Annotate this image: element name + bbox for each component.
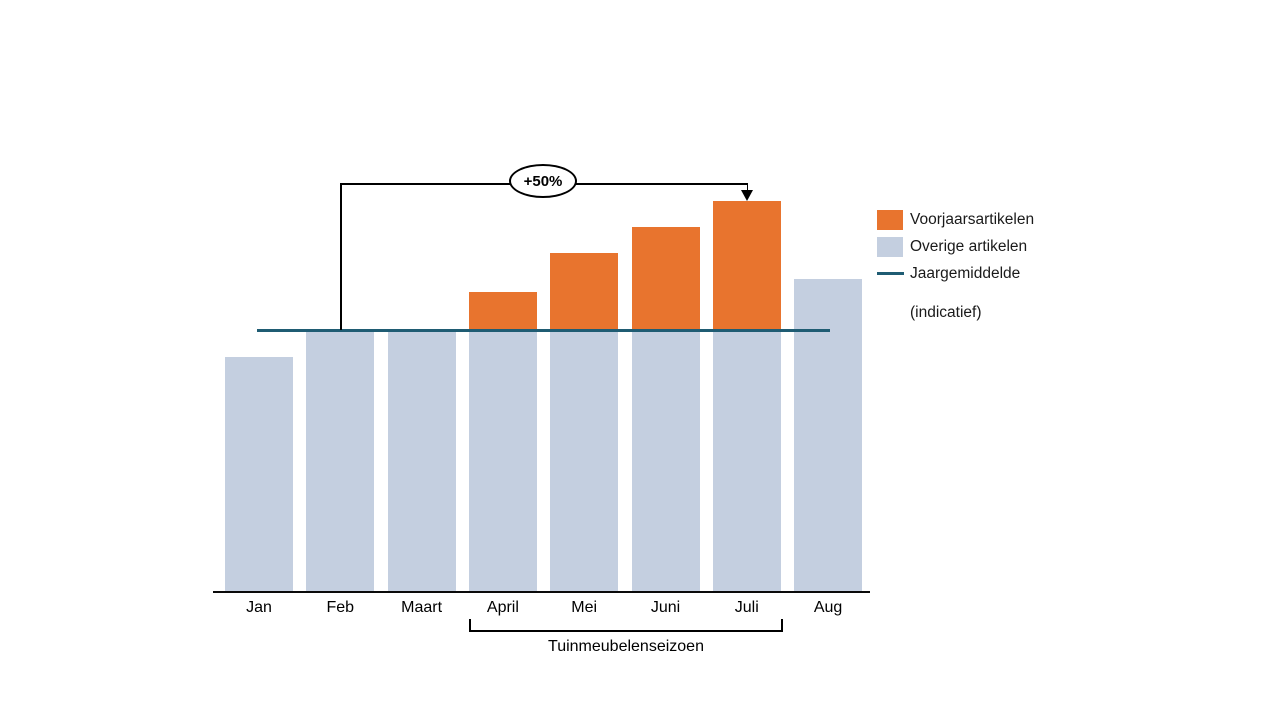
annotation-arrowhead-icon [741, 190, 753, 201]
bar-juli-overige [712, 331, 781, 592]
season-bracket-label: Tuinmeubelenseizoen [548, 638, 704, 655]
plus50-callout-label: +50% [523, 172, 563, 190]
bar-juli-voorjaars [712, 200, 781, 331]
legend-item-overige-artikelen: Overige artikelen [877, 233, 1034, 260]
overige-artikelen-swatch-icon [877, 236, 903, 257]
bar-mei-voorjaars [550, 252, 619, 331]
bar-april-voorjaars [468, 291, 537, 331]
bar-maart-overige [387, 331, 456, 592]
bar-april-overige [468, 331, 537, 592]
x-tick-label-maart: Maart [401, 599, 443, 616]
voorjaarsartikelen-swatch-icon [877, 209, 903, 230]
legend-label: Overige artikelen [910, 237, 1028, 255]
legend: Voorjaarsartikelen Overige artikelen Jaa… [877, 206, 1034, 326]
x-tick-label-feb: Feb [326, 599, 355, 616]
bar-aug-overige [794, 278, 863, 592]
x-tick-label-aug: Aug [813, 599, 843, 616]
bar-juni-voorjaars [631, 226, 700, 331]
x-tick-label-juni: Juni [650, 599, 681, 616]
x-tick-label-april: April [486, 599, 519, 616]
x-tick-label-jan: Jan [246, 599, 272, 616]
x-tick-label-mei: Mei [571, 599, 598, 616]
season-bracket [469, 619, 783, 632]
legend-item-voorjaarsartikelen: Voorjaarsartikelen [877, 206, 1034, 233]
bar-mei-overige [550, 331, 619, 592]
bar-feb-overige [306, 331, 375, 592]
x-axis-line [213, 591, 870, 593]
jaargemiddelde-reference-line [257, 329, 830, 332]
bar-jan-overige [225, 357, 293, 592]
x-tick-label-juli: Juli [734, 599, 759, 616]
bar-juni-overige [631, 331, 700, 592]
plus50-callout: +50% [509, 164, 577, 198]
legend-label: (indicatief) [910, 304, 982, 321]
jaargemiddelde-line-swatch-icon [877, 272, 904, 275]
legend-label: Jaargemiddelde [910, 264, 1021, 282]
legend-label: Voorjaarsartikelen [910, 210, 1035, 228]
legend-note-indicatief: (indicatief) [877, 299, 1034, 326]
legend-item-jaargemiddelde: Jaargemiddelde [877, 260, 1034, 287]
annotation-line-from-feb [340, 183, 342, 330]
annotation-arrow-shaft [746, 183, 748, 191]
